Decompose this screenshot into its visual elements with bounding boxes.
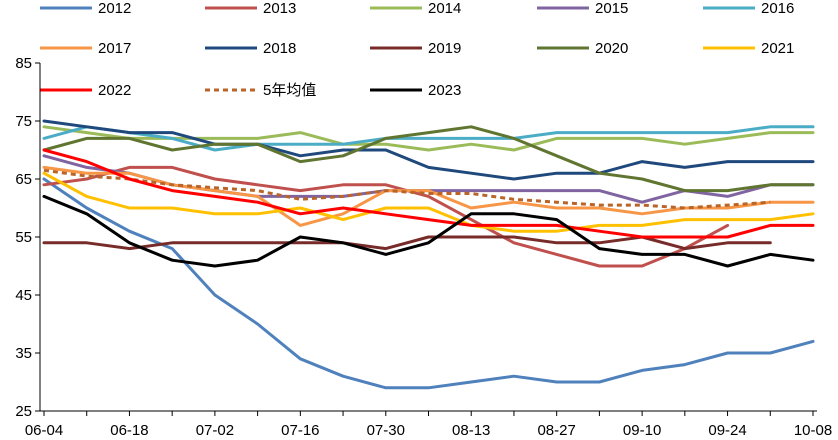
legend: 2012 2013 2014 2015 2016 2017 2018 2019 2020 2021… bbox=[40, 0, 794, 99]
legend-item-2018: 2018 bbox=[205, 40, 296, 57]
y-tick-label: 85 bbox=[15, 55, 32, 72]
legend-label: 2012 bbox=[98, 0, 131, 17]
legend-item-2017: 2017 bbox=[40, 40, 131, 57]
y-tick-label: 75 bbox=[15, 113, 32, 130]
series-line-2016 bbox=[42, 125, 815, 152]
legend-label: 2015 bbox=[595, 0, 628, 17]
legend-label: 2018 bbox=[263, 40, 296, 57]
legend-item-2020: 2020 bbox=[537, 40, 628, 57]
x-ticks: 06-04 06-18 07-02 07-16 07-30 08-13 08-27 09-10… bbox=[25, 411, 832, 439]
legend-label: 2016 bbox=[761, 0, 794, 17]
x-tick-label: 07-30 bbox=[367, 422, 405, 439]
x-tick-label: 09-24 bbox=[708, 422, 746, 439]
series-line-2013 bbox=[42, 165, 730, 268]
series-line-5年均值 bbox=[43, 168, 771, 210]
x-tick-label: 08-13 bbox=[452, 422, 490, 439]
x-tick-label: 10-08 bbox=[794, 422, 832, 439]
legend-label: 2019 bbox=[428, 40, 461, 57]
y-tick-label: 25 bbox=[15, 403, 32, 420]
legend-item-2019: 2019 bbox=[370, 40, 461, 57]
legend-item-2015: 2015 bbox=[537, 0, 628, 17]
series-line-2019 bbox=[42, 235, 772, 251]
series-line-2018 bbox=[42, 119, 815, 181]
legend-label: 2020 bbox=[595, 40, 628, 57]
legend-label: 2022 bbox=[98, 82, 131, 99]
legend-item-2016: 2016 bbox=[703, 0, 794, 17]
series-line-2021 bbox=[42, 171, 815, 233]
series-line-2022 bbox=[42, 148, 815, 239]
y-tick-label: 65 bbox=[15, 171, 32, 188]
y-tick-label: 35 bbox=[15, 345, 32, 362]
legend-item-2023: 2023 bbox=[370, 82, 461, 99]
legend-item-5年均值: 5年均值 bbox=[205, 82, 316, 99]
y-tick-label: 45 bbox=[15, 287, 32, 304]
x-tick-label: 07-02 bbox=[196, 422, 234, 439]
x-tick-label: 06-18 bbox=[110, 422, 148, 439]
legend-label: 5年均值 bbox=[263, 82, 316, 99]
y-tick-label: 55 bbox=[15, 229, 32, 246]
x-tick-label: 07-16 bbox=[281, 422, 319, 439]
y-ticks: 25 35 45 55 65 75 85 bbox=[15, 55, 40, 420]
legend-item-2021: 2021 bbox=[703, 40, 794, 57]
series-lines bbox=[42, 119, 815, 390]
legend-item-2013: 2013 bbox=[205, 0, 296, 17]
series-line-2023 bbox=[42, 194, 815, 268]
legend-label: 2014 bbox=[428, 0, 461, 17]
legend-label: 2013 bbox=[263, 0, 296, 17]
legend-label: 2021 bbox=[761, 40, 794, 57]
series-line-2012 bbox=[42, 177, 815, 390]
legend-item-2014: 2014 bbox=[370, 0, 461, 17]
x-tick-label: 06-04 bbox=[25, 422, 63, 439]
legend-item-2012: 2012 bbox=[40, 0, 131, 17]
legend-label: 2017 bbox=[98, 40, 131, 57]
legend-item-2022: 2022 bbox=[40, 82, 131, 99]
x-tick-label: 08-27 bbox=[537, 422, 575, 439]
series-line-2020 bbox=[42, 125, 815, 193]
x-tick-label: 09-10 bbox=[623, 422, 661, 439]
legend-label: 2023 bbox=[428, 82, 461, 99]
